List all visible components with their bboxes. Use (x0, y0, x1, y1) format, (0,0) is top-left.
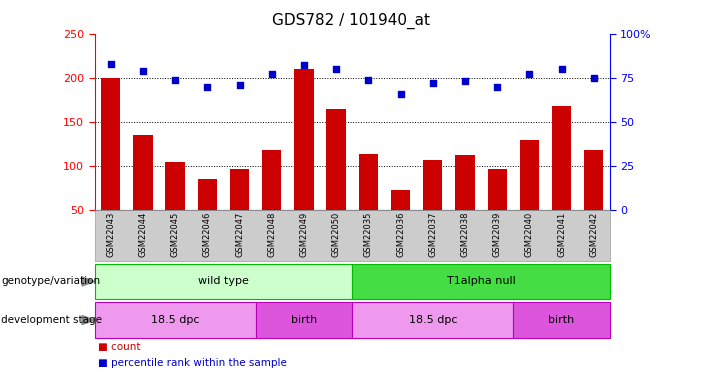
Text: GSM22043: GSM22043 (107, 212, 115, 257)
Text: GDS782 / 101940_at: GDS782 / 101940_at (271, 13, 430, 29)
Text: development stage: development stage (1, 315, 102, 325)
Point (395, 91, 406, 97)
Point (491, 84, 503, 90)
Text: GSM22039: GSM22039 (493, 212, 502, 257)
Text: GSM22048: GSM22048 (267, 212, 276, 257)
Point (202, 84, 213, 90)
Bar (198, 179, 217, 210)
Text: ■ percentile rank within the sample: ■ percentile rank within the sample (98, 358, 287, 368)
Point (588, 75, 599, 81)
Point (362, 76, 374, 82)
Text: GSM22035: GSM22035 (364, 212, 373, 257)
Point (137, 68, 149, 74)
Point (299, 63, 310, 69)
Bar (165, 162, 185, 210)
Point (524, 71, 535, 77)
Point (556, 66, 567, 72)
Text: genotype/variation: genotype/variation (1, 276, 100, 286)
Text: GSM22038: GSM22038 (461, 212, 470, 257)
Text: GSM22050: GSM22050 (332, 212, 341, 257)
Point (105, 61, 116, 67)
Text: ■ count: ■ count (98, 342, 141, 352)
Text: GSM22044: GSM22044 (138, 212, 147, 257)
Text: 18.5 dpc: 18.5 dpc (409, 315, 457, 325)
Text: wild type: wild type (198, 276, 249, 286)
Bar (133, 135, 153, 210)
Text: GSM22036: GSM22036 (396, 212, 405, 257)
Bar (487, 169, 507, 210)
Text: GSM22046: GSM22046 (203, 212, 212, 257)
Text: GSM22042: GSM22042 (590, 212, 598, 257)
Bar (230, 169, 250, 210)
Text: GSM22041: GSM22041 (557, 212, 566, 257)
Text: GSM22037: GSM22037 (428, 212, 437, 257)
Point (234, 82, 245, 88)
Bar (327, 109, 346, 210)
Text: birth: birth (548, 315, 575, 325)
Point (170, 76, 181, 82)
Point (266, 71, 278, 77)
Text: GSM22047: GSM22047 (235, 212, 244, 257)
Bar (456, 155, 475, 210)
Point (459, 78, 470, 84)
Text: 18.5 dpc: 18.5 dpc (151, 315, 199, 325)
Bar (584, 150, 604, 210)
Bar (552, 106, 571, 210)
Text: GSM22045: GSM22045 (170, 212, 179, 257)
Text: birth: birth (291, 315, 317, 325)
Point (331, 66, 342, 72)
Text: T1alpha null: T1alpha null (447, 276, 515, 286)
Bar (294, 69, 313, 210)
Text: GSM22040: GSM22040 (525, 212, 534, 257)
Point (427, 80, 438, 86)
Bar (391, 190, 410, 210)
Bar (101, 78, 121, 210)
Text: GSM22049: GSM22049 (299, 212, 308, 257)
Bar (359, 154, 378, 210)
Bar (262, 150, 281, 210)
Bar (519, 140, 539, 210)
Bar (423, 160, 442, 210)
